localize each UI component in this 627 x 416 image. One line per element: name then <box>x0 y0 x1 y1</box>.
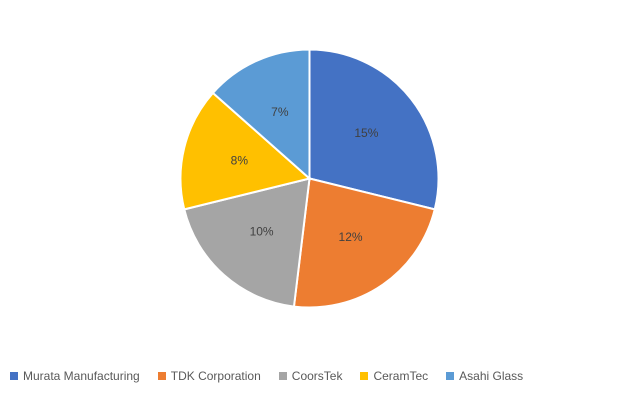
data-label-coorstek: 10% <box>250 225 274 239</box>
legend-item-coorstek: CoorsTek <box>278 369 343 383</box>
data-label-asahi-glass: 7% <box>271 105 289 119</box>
pie-data-labels: 15% 12% 10% 8% 7% <box>231 105 379 244</box>
legend-swatch <box>360 372 369 380</box>
pie-slice-asahi-glass <box>211 48 311 181</box>
legend-item-murata-manufacturing: Murata Manufacturing <box>10 369 140 383</box>
legend-label: Asahi Glass <box>459 369 524 383</box>
pie-slice-coorstek <box>183 177 311 308</box>
legend-label: Murata Manufacturing <box>23 369 140 383</box>
legend-swatch <box>10 372 18 380</box>
chart-legend: Murata Manufacturing TDK Corporation Coors… <box>10 369 541 383</box>
pie-slice-ceramtec <box>179 91 312 211</box>
legend-swatch <box>446 372 455 380</box>
data-label-ceramtec: 8% <box>231 153 249 167</box>
legend-swatch <box>157 372 166 380</box>
pie-slice-tdk-corporation <box>292 177 436 309</box>
legend-item-tdk-corporation: TDK Corporation <box>157 369 261 383</box>
data-label-murata-manufacturing: 15% <box>354 126 378 140</box>
legend-item-asahi-glass: Asahi Glass <box>446 369 523 383</box>
legend-label: TDK Corporation <box>170 369 261 383</box>
legend-label: CeramTec <box>373 369 429 383</box>
pie-slices <box>179 48 440 309</box>
legend-label: CoorsTek <box>291 369 343 383</box>
legend-swatch <box>278 372 287 380</box>
legend-item-ceramtec: CeramTec <box>360 369 428 383</box>
data-label-tdk-corporation: 12% <box>339 230 363 244</box>
pie-slice-murata-manufacturing <box>308 48 440 211</box>
